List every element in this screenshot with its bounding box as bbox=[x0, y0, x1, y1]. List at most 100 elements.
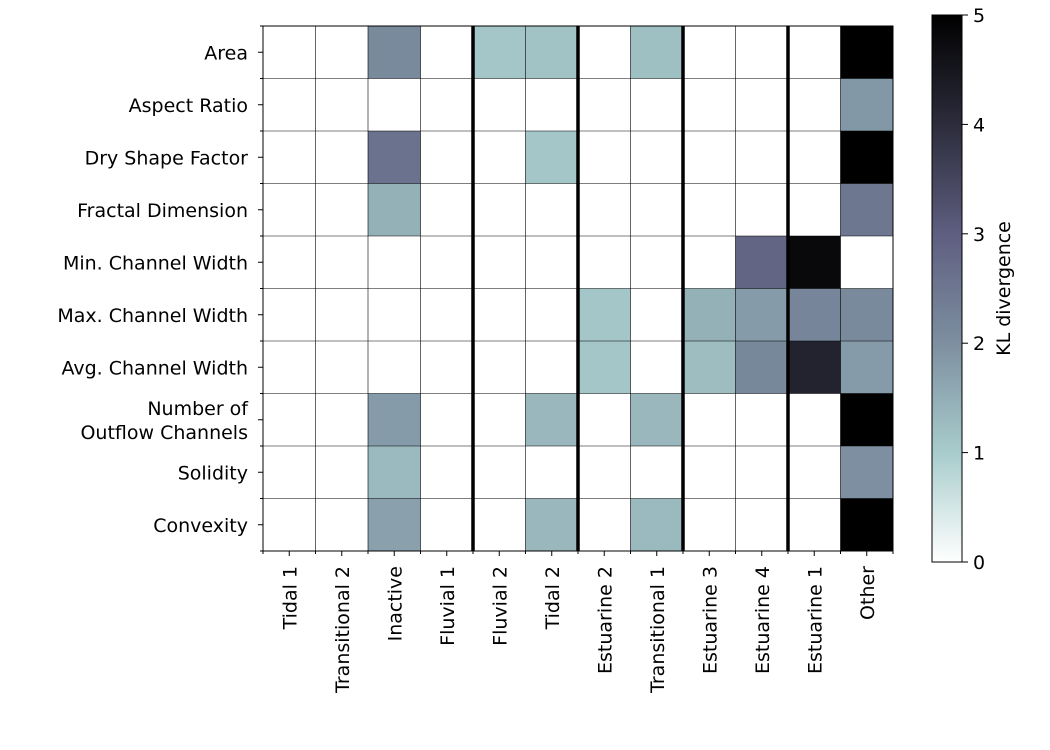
heatmap-cell bbox=[840, 131, 893, 184]
heatmap-cell bbox=[735, 78, 788, 131]
x-tick-label: Other bbox=[857, 566, 879, 620]
heatmap-cell bbox=[578, 288, 631, 341]
heatmap-cell bbox=[525, 446, 578, 499]
heatmap-cell bbox=[263, 341, 316, 394]
heatmap-cell bbox=[683, 236, 736, 289]
heatmap-cell bbox=[263, 498, 316, 551]
heatmap-cell bbox=[473, 183, 526, 236]
colorbar-tick-label: 3 bbox=[973, 224, 985, 246]
x-tick-label: Tidal 1 bbox=[279, 566, 301, 630]
x-tick-label: Fluvial 1 bbox=[437, 566, 459, 646]
heatmap-cells bbox=[263, 26, 893, 551]
heatmap-cell bbox=[683, 78, 736, 131]
y-tick-label: Min. Channel Width bbox=[63, 252, 248, 274]
heatmap-cell bbox=[683, 341, 736, 394]
colorbar-tick-label: 5 bbox=[973, 5, 985, 27]
heatmap-cell bbox=[683, 26, 736, 79]
heatmap-cell bbox=[735, 26, 788, 79]
heatmap-cell bbox=[473, 78, 526, 131]
heatmap-cell bbox=[263, 78, 316, 131]
heatmap-cell bbox=[735, 498, 788, 551]
heatmap-cell bbox=[735, 236, 788, 289]
heatmap-cell bbox=[840, 341, 893, 394]
heatmap-cell bbox=[263, 236, 316, 289]
y-tick-label: Dry Shape Factor bbox=[85, 147, 249, 169]
heatmap-cell bbox=[578, 446, 631, 499]
heatmap-cell bbox=[735, 183, 788, 236]
heatmap-cell bbox=[368, 341, 421, 394]
heatmap-cell bbox=[578, 78, 631, 131]
heatmap-cell bbox=[368, 78, 421, 131]
colorbar-tick-label: 1 bbox=[973, 443, 985, 465]
heatmap-cell bbox=[578, 341, 631, 394]
heatmap-cell bbox=[420, 393, 473, 446]
y-tick-label: Area bbox=[204, 42, 248, 64]
heatmap-cell bbox=[473, 236, 526, 289]
heatmap-cell bbox=[525, 288, 578, 341]
heatmap-cell bbox=[368, 393, 421, 446]
heatmap-cell bbox=[735, 393, 788, 446]
heatmap-cell bbox=[473, 288, 526, 341]
heatmap-cell bbox=[473, 341, 526, 394]
heatmap-cell bbox=[840, 78, 893, 131]
heatmap-cell bbox=[368, 446, 421, 499]
heatmap-cell bbox=[788, 446, 841, 499]
heatmap-cell bbox=[735, 131, 788, 184]
y-tick-label: Fractal Dimension bbox=[77, 200, 248, 222]
heatmap-cell bbox=[473, 131, 526, 184]
y-tick-label: Convexity bbox=[153, 515, 248, 537]
heatmap-cell bbox=[525, 236, 578, 289]
heatmap-cell bbox=[788, 288, 841, 341]
heatmap-cell bbox=[368, 498, 421, 551]
colorbar-ticks: 0 1 2 3 4 5 bbox=[962, 5, 985, 574]
x-tick-label: Inactive bbox=[384, 566, 406, 641]
heatmap-cell bbox=[788, 26, 841, 79]
heatmap-cell bbox=[315, 393, 368, 446]
heatmap-cell bbox=[840, 183, 893, 236]
heatmap-cell bbox=[578, 131, 631, 184]
heatmap-cell bbox=[525, 341, 578, 394]
heatmap-cell bbox=[630, 26, 683, 79]
heatmap-cell bbox=[735, 446, 788, 499]
heatmap-cell bbox=[368, 131, 421, 184]
x-tick-label: Fluvial 2 bbox=[489, 566, 511, 646]
heatmap-cell bbox=[525, 393, 578, 446]
heatmap-cell bbox=[420, 78, 473, 131]
heatmap-cell bbox=[525, 498, 578, 551]
y-tick-label: Max. Channel Width bbox=[57, 305, 248, 327]
heatmap-cell bbox=[473, 26, 526, 79]
heatmap-cell bbox=[315, 78, 368, 131]
heatmap-cell bbox=[368, 183, 421, 236]
x-tick-label: Estuarine 4 bbox=[752, 566, 774, 674]
heatmap-cell bbox=[788, 341, 841, 394]
colorbar-tick-label: 2 bbox=[973, 333, 985, 355]
heatmap-cell bbox=[473, 446, 526, 499]
heatmap-cell bbox=[315, 183, 368, 236]
heatmap-cell bbox=[630, 288, 683, 341]
heatmap-cell bbox=[683, 183, 736, 236]
heatmap-cell bbox=[578, 498, 631, 551]
heatmap-cell bbox=[263, 131, 316, 184]
heatmap-cell bbox=[788, 393, 841, 446]
x-tick-label: Estuarine 3 bbox=[699, 566, 721, 674]
heatmap-cell bbox=[630, 131, 683, 184]
heatmap-cell bbox=[263, 288, 316, 341]
heatmap-cell bbox=[315, 341, 368, 394]
heatmap-cell bbox=[735, 288, 788, 341]
colorbar-tick-label: 4 bbox=[973, 114, 985, 136]
heatmap-cell bbox=[315, 446, 368, 499]
y-axis: Area Aspect Ratio Dry Shape Factor Fractal … bbox=[57, 25, 263, 552]
heatmap-cell bbox=[683, 288, 736, 341]
heatmap-cell bbox=[473, 498, 526, 551]
heatmap-cell bbox=[840, 288, 893, 341]
heatmap-cell bbox=[315, 26, 368, 79]
heatmap-cell bbox=[630, 393, 683, 446]
heatmap-cell bbox=[525, 183, 578, 236]
y-tick-label: Number of Outflow Channels bbox=[80, 398, 249, 444]
x-tick-label: Transitional 1 bbox=[647, 566, 669, 694]
heatmap-cell bbox=[525, 131, 578, 184]
heatmap-cell bbox=[368, 236, 421, 289]
heatmap-cell bbox=[420, 446, 473, 499]
heatmap-cell bbox=[630, 446, 683, 499]
